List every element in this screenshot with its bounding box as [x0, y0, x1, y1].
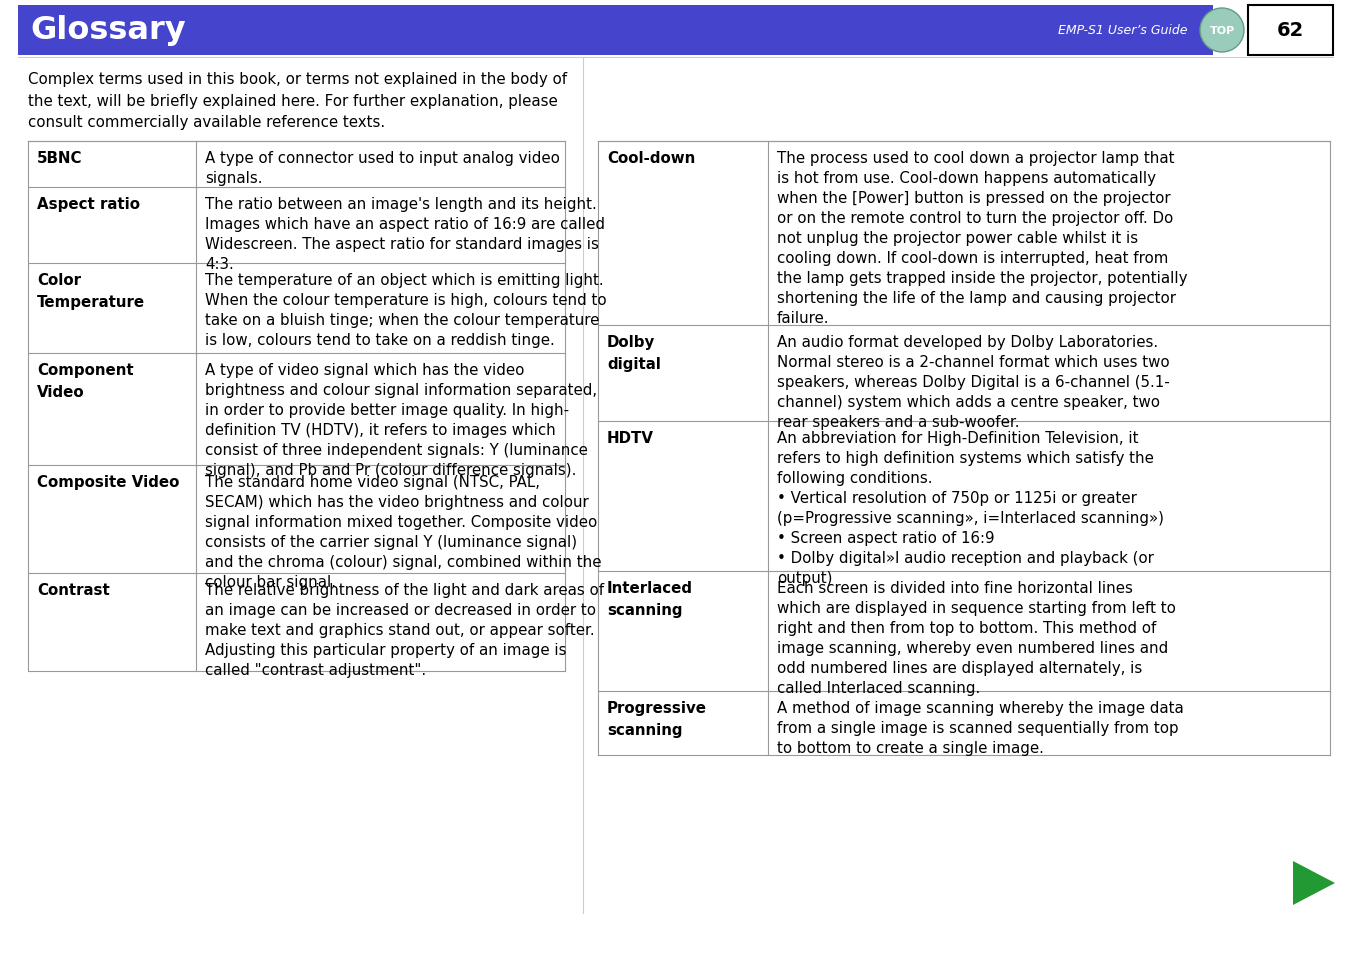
Text: HDTV: HDTV [607, 431, 654, 446]
Text: An abbreviation for High-Definition Television, it
refers to high definition sys: An abbreviation for High-Definition Tele… [777, 431, 1165, 586]
Text: Composite Video: Composite Video [36, 475, 180, 490]
Text: Dolby
digital: Dolby digital [607, 335, 661, 372]
Text: 5BNC: 5BNC [36, 151, 82, 166]
Text: The relative brightness of the light and dark areas of
an image can be increased: The relative brightness of the light and… [205, 582, 604, 678]
Text: Component
Video: Component Video [36, 363, 134, 399]
Text: EMP-S1 User’s Guide: EMP-S1 User’s Guide [1058, 25, 1188, 37]
Text: TOP: TOP [1209, 26, 1235, 36]
Text: Each screen is divided into fine horizontal lines
which are displayed in sequenc: Each screen is divided into fine horizon… [777, 580, 1175, 696]
Text: Contrast: Contrast [36, 582, 109, 598]
Text: 62: 62 [1277, 22, 1304, 40]
Text: A method of image scanning whereby the image data
from a single image is scanned: A method of image scanning whereby the i… [777, 700, 1183, 756]
Text: A type of video signal which has the video
brightness and colour signal informat: A type of video signal which has the vid… [205, 363, 597, 477]
Text: The standard home video signal (NTSC, PAL,
SECAM) which has the video brightness: The standard home video signal (NTSC, PA… [205, 475, 601, 590]
Text: The ratio between an image's length and its height.
Images which have an aspect : The ratio between an image's length and … [205, 196, 605, 272]
FancyBboxPatch shape [1248, 6, 1333, 56]
Circle shape [1200, 9, 1244, 53]
Text: Aspect ratio: Aspect ratio [36, 196, 141, 212]
Text: A type of connector used to input analog video
signals.: A type of connector used to input analog… [205, 151, 559, 186]
Polygon shape [1293, 862, 1335, 905]
Text: Complex terms used in this book, or terms not explained in the body of
the text,: Complex terms used in this book, or term… [28, 71, 567, 130]
Text: Progressive
scanning: Progressive scanning [607, 700, 707, 737]
Text: Glossary: Glossary [30, 15, 185, 47]
Text: Color
Temperature: Color Temperature [36, 273, 145, 310]
Text: An audio format developed by Dolby Laboratories.
Normal stereo is a 2-channel fo: An audio format developed by Dolby Labor… [777, 335, 1170, 430]
Text: Interlaced
scanning: Interlaced scanning [607, 580, 693, 617]
Text: Cool-down: Cool-down [607, 151, 696, 166]
Text: The temperature of an object which is emitting light.
When the colour temperatur: The temperature of an object which is em… [205, 273, 607, 348]
FancyBboxPatch shape [18, 6, 1213, 56]
Text: The process used to cool down a projector lamp that
is hot from use. Cool-down h: The process used to cool down a projecto… [777, 151, 1188, 326]
